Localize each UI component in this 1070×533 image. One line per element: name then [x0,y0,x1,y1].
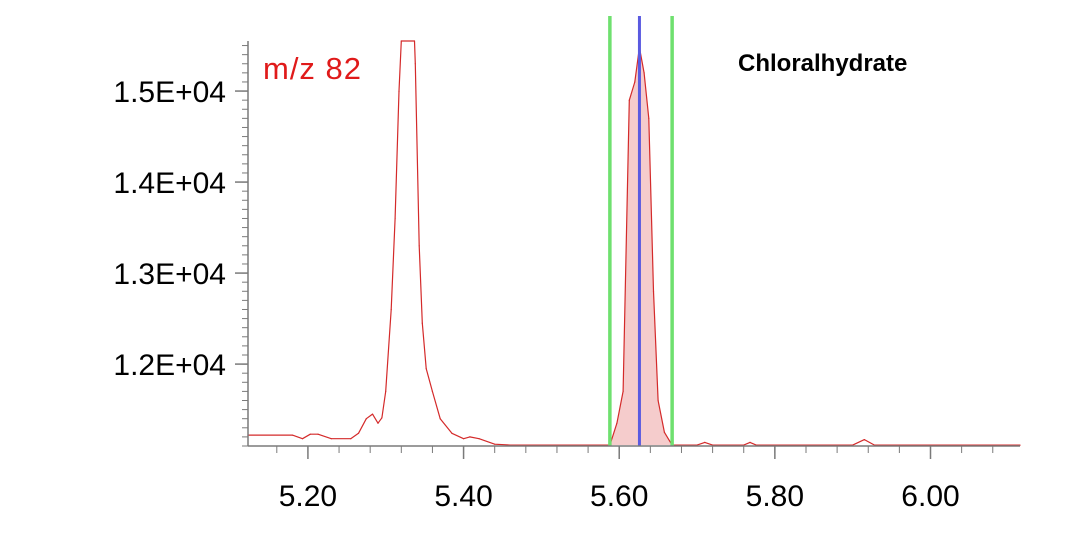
trace-point [628,99,630,101]
x-tick-label: 5.40 [434,480,492,513]
trace-point [451,432,453,434]
trace-point [657,399,659,402]
trace-point [749,441,751,443]
trace-point [330,438,332,440]
trace-point [431,390,433,392]
chart-axes [247,41,1020,447]
trace-point [377,422,379,424]
trace-point [398,90,400,92]
trace-point [317,433,319,435]
trace-point [648,117,650,119]
trace-point [622,390,624,392]
y-tick-label: 1.3E+04 [113,258,226,291]
trace-point [418,245,420,247]
compound-name: Chloralhydrate [738,50,907,77]
trace-point [371,413,374,415]
trace-point [643,72,645,74]
trace-point [469,436,471,438]
trace-point [414,63,416,65]
trace-point [309,433,311,435]
trace-point [663,431,666,433]
trace-point [616,422,618,424]
integration-window-lines [608,16,674,446]
trace-point [385,390,387,392]
x-tick-label: 6.00 [901,480,959,513]
y-tick-label: 1.5E+04 [113,76,226,109]
peak-fill-area [609,47,673,446]
x-tick-label: 5.80 [746,480,804,513]
trace-point [365,418,367,420]
trace-point [494,443,496,445]
trace-point [863,439,866,441]
trace-point [652,290,655,292]
trace-point [413,40,416,42]
trace-point [400,40,402,42]
integrated-peak-area [609,47,673,446]
y-tick-label: 1.4E+04 [113,167,226,200]
x-tick-label: 5.60 [590,480,648,513]
trace-point [425,368,427,370]
y-tick-label: 1.2E+04 [113,349,226,382]
trace-point [704,441,706,443]
trace-point [291,434,293,436]
trace-point [357,432,360,434]
trace-point [390,308,392,311]
x-axis-ticks: 5.20 5.40 5.60 5.80 6.00 [276,446,994,513]
trace-point [421,322,423,324]
trace-point [634,81,636,83]
x-tick-label: 5.20 [279,480,337,513]
trace-point [478,438,480,440]
trace-point [463,438,465,440]
trace-point [301,438,304,440]
trace-point [350,438,352,440]
trace-point [439,418,441,420]
trace-point [394,217,396,220]
trace-point [381,417,383,419]
y-axis-ticks: 1.2E+04 1.3E+04 1.4E+04 1.5E+04 [113,45,248,447]
mz-annotation: m/z 82 [263,51,362,86]
trace-line [248,40,1020,446]
